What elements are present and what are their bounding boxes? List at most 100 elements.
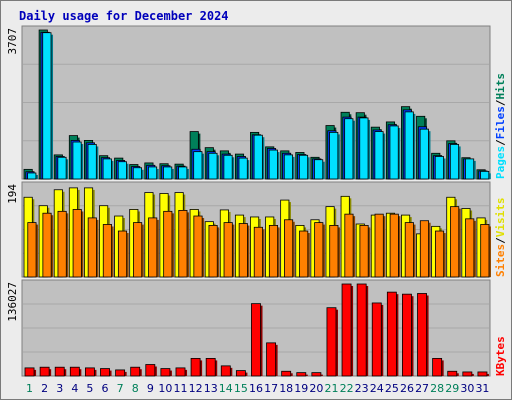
- bar-sites-day-29: [450, 206, 460, 278]
- bar-kbytes-day-20: [311, 372, 322, 377]
- day-label-6: 6: [102, 382, 109, 395]
- bar-sites-day-23: [359, 225, 369, 278]
- side-legend-hits-files-pages: Pages/Files/Hits: [494, 73, 507, 179]
- bar-pages-day-29: [449, 144, 460, 180]
- day-label-30: 30: [460, 382, 474, 395]
- day-label-8: 8: [132, 382, 139, 395]
- bar-sites-day-20: [314, 222, 324, 278]
- bar-kbytes-day-13: [205, 358, 216, 377]
- y-max-label-visits-sites: 194: [6, 184, 19, 204]
- legend-Pages: Pages: [494, 146, 507, 179]
- bar-kbytes-day-3: [54, 366, 65, 377]
- day-label-28: 28: [430, 382, 444, 395]
- bar-kbytes-day-22: [341, 283, 352, 377]
- bar-kbytes-day-4: [69, 366, 80, 377]
- bar-pages-day-18: [283, 154, 293, 180]
- bar-kbytes-day-2: [39, 366, 50, 377]
- day-label-9: 9: [147, 382, 154, 395]
- chart-title: Daily usage for December 2024: [19, 9, 229, 23]
- bar-kbytes-day-10: [160, 368, 171, 377]
- bar-pages-day-7: [117, 161, 127, 180]
- day-label-29: 29: [445, 382, 459, 395]
- bar-pages-day-14: [223, 154, 233, 180]
- bar-kbytes-day-27: [417, 293, 427, 377]
- bar-pages-day-19: [298, 154, 309, 180]
- day-label-21: 21: [324, 382, 338, 395]
- bar-pages-day-9: [147, 166, 158, 180]
- bar-sites-day-28: [434, 230, 445, 278]
- legend-: /: [494, 99, 507, 106]
- bar-kbytes-day-28: [432, 358, 443, 377]
- bar-kbytes-day-11: [175, 367, 186, 377]
- day-label-20: 20: [309, 382, 323, 395]
- bar-sites-day-3: [57, 210, 67, 278]
- bar-sites-day-8: [133, 222, 143, 278]
- day-label-18: 18: [279, 382, 293, 395]
- legend-KBytes: KBytes: [494, 336, 507, 376]
- bar-kbytes-day-7: [115, 369, 126, 377]
- day-label-2: 2: [41, 382, 48, 395]
- bar-sites-day-10: [163, 210, 173, 278]
- bar-kbytes-day-26: [402, 293, 412, 377]
- day-label-5: 5: [86, 382, 93, 395]
- bar-sites-day-19: [299, 230, 309, 278]
- bar-kbytes-day-24: [371, 302, 382, 377]
- bar-sites-day-1: [27, 222, 37, 278]
- legend-: /: [494, 237, 507, 244]
- bar-sites-day-13: [208, 225, 218, 278]
- bar-pages-day-23: [359, 117, 369, 180]
- bar-pages-day-30: [465, 158, 475, 180]
- day-label-17: 17: [264, 382, 278, 395]
- side-legend-kbytes: KBytes: [494, 336, 507, 376]
- bar-kbytes-day-29: [447, 370, 458, 377]
- bar-kbytes-day-5: [84, 367, 95, 377]
- bar-pages-day-25: [389, 125, 399, 180]
- legend-Hits: Hits: [494, 73, 507, 100]
- day-label-19: 19: [294, 382, 308, 395]
- day-label-15: 15: [234, 382, 248, 395]
- bar-sites-day-12: [193, 215, 203, 278]
- bar-sites-day-31: [480, 224, 490, 278]
- y-max-label-hits-files-pages: 3707: [6, 28, 19, 55]
- bar-kbytes-day-8: [130, 366, 141, 377]
- bar-sites-day-5: [87, 217, 97, 278]
- bar-sites-day-9: [148, 217, 158, 278]
- bar-kbytes-day-15: [235, 370, 246, 377]
- bar-sites-day-6: [102, 224, 112, 278]
- bar-kbytes-day-6: [100, 368, 110, 377]
- day-label-7: 7: [117, 382, 124, 395]
- bar-pages-day-3: [57, 156, 67, 180]
- bar-kbytes-day-18: [281, 370, 292, 377]
- day-label-23: 23: [355, 382, 369, 395]
- y-max-label-kbytes: 136027: [6, 282, 19, 322]
- bar-pages-day-12: [193, 151, 203, 180]
- bar-pages-day-11: [178, 166, 188, 180]
- bar-kbytes-day-17: [266, 342, 277, 377]
- bar-sites-day-4: [72, 209, 82, 278]
- day-label-26: 26: [400, 382, 414, 395]
- day-label-22: 22: [340, 382, 354, 395]
- day-label-12: 12: [189, 382, 203, 395]
- bar-pages-day-26: [404, 111, 414, 180]
- bar-pages-day-20: [314, 159, 324, 180]
- bar-sites-day-26: [404, 222, 414, 278]
- bar-pages-day-16: [253, 134, 263, 180]
- bar-sites-day-22: [344, 213, 354, 278]
- bar-sites-day-24: [374, 213, 384, 278]
- bar-pages-day-21: [329, 131, 339, 180]
- bar-sites-day-30: [465, 218, 475, 278]
- legend-Sites: Sites: [494, 244, 507, 277]
- day-label-27: 27: [415, 382, 429, 395]
- bar-kbytes-day-1: [24, 367, 35, 377]
- bar-sites-day-15: [238, 223, 248, 278]
- day-label-13: 13: [204, 382, 218, 395]
- bar-kbytes-day-23: [356, 283, 367, 377]
- day-label-25: 25: [385, 382, 399, 395]
- day-label-4: 4: [71, 382, 78, 395]
- bar-sites-day-16: [253, 226, 263, 278]
- bar-sites-day-27: [419, 220, 429, 278]
- bar-pages-day-22: [344, 118, 354, 180]
- bar-sites-day-7: [117, 230, 128, 278]
- bar-pages-day-4: [72, 141, 82, 180]
- day-label-14: 14: [219, 382, 233, 395]
